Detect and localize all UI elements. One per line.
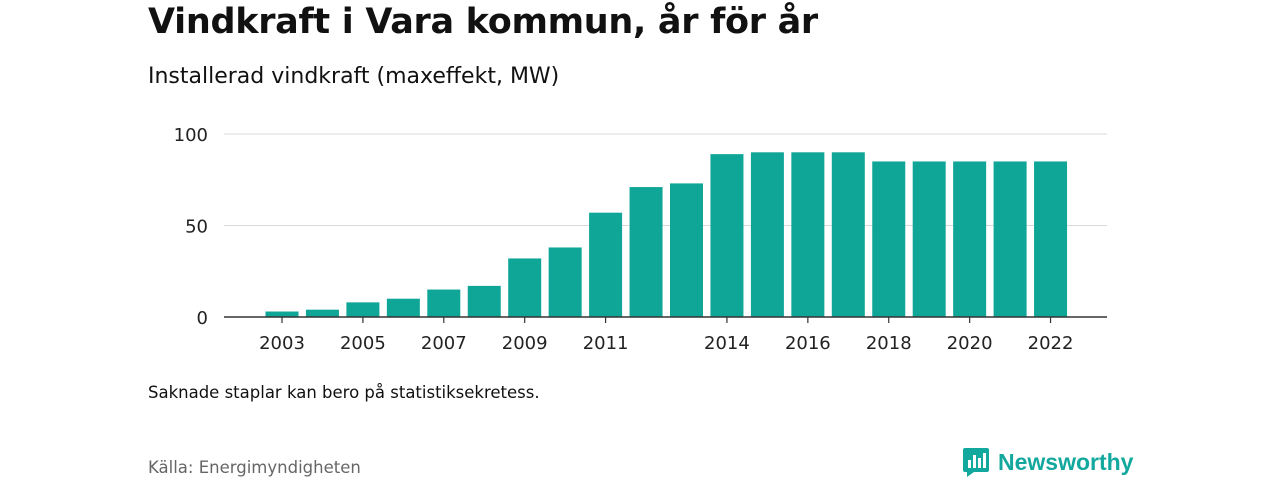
- x-tick-label: 2022: [1028, 333, 1074, 354]
- x-tick-label: 2007: [421, 333, 467, 354]
- bar-2010: [548, 247, 582, 317]
- x-tick-label: 2016: [785, 333, 831, 354]
- bar-2003: [265, 311, 299, 317]
- bar-2009: [508, 258, 542, 317]
- bar-chart: 0 50 100 2003 2005 2007 2009 2011 2014 2016 2018 20…: [174, 125, 1107, 354]
- y-tick-label: 0: [197, 308, 208, 329]
- bar-2019: [912, 161, 946, 317]
- x-tick-label: 2011: [583, 333, 629, 354]
- source-label: Källa: Energimyndigheten: [148, 458, 361, 477]
- bar-2020: [953, 161, 987, 317]
- bar-2011: [589, 212, 623, 317]
- footnote: Saknade staplar kan bero på statistiksek…: [148, 383, 540, 402]
- y-tick-label: 100: [174, 125, 208, 146]
- bar-2013: [670, 183, 703, 317]
- bar-2014: [710, 154, 744, 317]
- chart-subtitle: Installerad vindkraft (maxeffekt, MW): [148, 64, 560, 89]
- brand-name: Newsworthy: [998, 448, 1134, 475]
- bar-2018: [872, 161, 906, 317]
- bar-2008: [467, 285, 501, 317]
- bar-2006: [386, 298, 420, 317]
- bar-2015: [750, 152, 784, 317]
- x-tick-label: 2018: [866, 333, 912, 354]
- bar-2016: [791, 152, 825, 317]
- bar-2004: [305, 309, 339, 317]
- bar-2022: [1034, 161, 1068, 317]
- x-tick-label: 2020: [947, 333, 993, 354]
- y-tick-label: 50: [185, 217, 208, 238]
- x-tick-label: 2014: [704, 333, 750, 354]
- bar-2007: [427, 289, 461, 317]
- x-tick-label: 2009: [502, 333, 548, 354]
- chart-title: Vindkraft i Vara kommun, år för år: [148, 2, 818, 42]
- newsworthy-logo-icon: [963, 448, 989, 477]
- bar-2021: [993, 161, 1027, 317]
- bar-2012: [629, 187, 663, 317]
- x-tick-label: 2003: [259, 333, 305, 354]
- bar-2017: [831, 152, 865, 317]
- brand-logo: Newsworthy: [962, 446, 1133, 478]
- bar-2005: [346, 302, 380, 317]
- x-tick-label: 2005: [340, 333, 386, 354]
